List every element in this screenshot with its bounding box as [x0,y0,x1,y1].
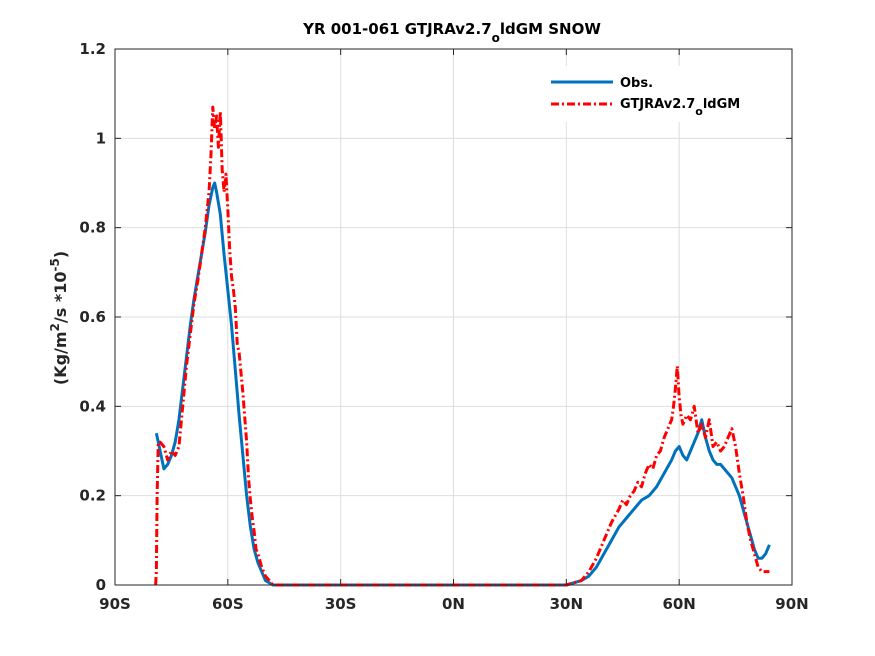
series-layer [154,105,771,587]
chart-title-main: YR 001-061 GTJRAv2.7 [302,20,492,38]
x-tick-label: 0N [442,595,465,613]
y-axis-label: (Kg/m2/s *10-5) [48,251,70,385]
legend-box [540,66,778,122]
legend-label-obs: Obs. [620,76,653,91]
legend-label-model-main: GTJRAv2.7 [620,97,695,112]
y-tick-label: 0 [96,576,106,594]
y-tick-label: 0.6 [79,308,106,326]
x-tick-label: 60N [662,595,695,613]
chart-title: YR 001-061 GTJRAv2.7oldGM SNOW [302,20,601,45]
y-tick-label: 1 [96,129,106,147]
x-tick-label: 90S [99,595,131,613]
y-tick-label: 0.4 [79,397,106,415]
y-axis-label-unit: (Kg/m [51,331,70,385]
legend-label-model: GTJRAv2.7oldGM [620,97,740,118]
chart-title-subscript: o [492,31,500,45]
y-axis-label-superscript-1: 2 [48,323,62,331]
legend-label-model-rest: ldGM [703,97,740,112]
y-tick-labels: 0 0.2 0.4 0.6 0.8 1 1.2 [79,40,106,594]
legend-label-model-subscript: o [695,105,703,118]
y-tick-label: 0.2 [79,487,106,505]
x-tick-label: 60S [212,595,244,613]
axes [114,48,793,586]
y-axis-label-middle: /s *10 [51,272,70,324]
y-tick-label: 1.2 [79,40,106,58]
x-tick-labels: 90S 60S 30S 0N 30N 60N 90N [99,595,809,613]
y-axis-label-superscript-2: -5 [48,258,62,271]
y-tick-label: 0.8 [79,219,106,237]
legend: Obs. GTJRAv2.7oldGM [540,66,778,122]
x-tick-label: 30S [325,595,357,613]
chart-title-rest: ldGM SNOW [500,20,601,38]
y-axis-label-close: ) [51,251,70,258]
x-tick-label: 90N [775,595,808,613]
x-tick-label: 30N [550,595,583,613]
